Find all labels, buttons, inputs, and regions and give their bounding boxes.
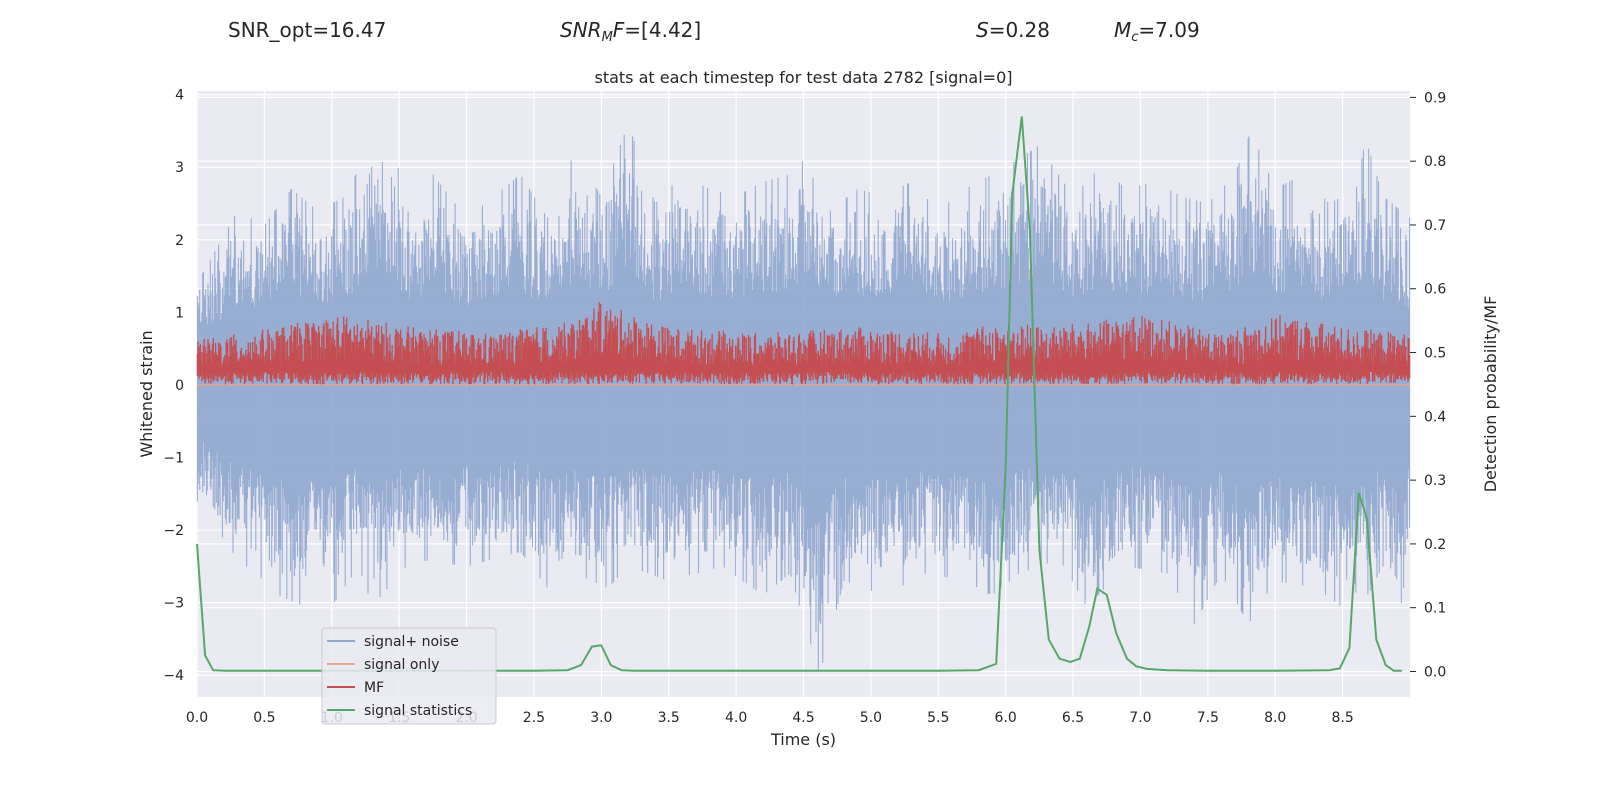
x-tick-label: 7.5 (1197, 710, 1219, 726)
legend-label: signal+ noise (364, 634, 459, 650)
series-layer (196, 116, 1411, 672)
y2-tick-label: 0.8 (1424, 154, 1446, 170)
x-tick-label: 0.5 (253, 710, 275, 726)
x-axis-label: Time (s) (770, 730, 836, 749)
y2-tick-label: 0.1 (1424, 601, 1446, 617)
mc-symbol: M (1114, 18, 1132, 42)
s-label: S=0.28 (976, 18, 1050, 42)
y2-tick-label: 0.4 (1424, 409, 1446, 425)
y2-tick-label: 0.2 (1424, 537, 1446, 553)
y-tick-label: 0 (175, 378, 184, 394)
snr-mf-symbol: SNR (560, 18, 602, 42)
snr-mf-subscript: M (601, 30, 613, 45)
legend-box (321, 627, 497, 725)
x-tick-label: 5.5 (927, 710, 949, 726)
snr-mf-label: SNRMF=[4.42] (560, 18, 701, 45)
x-tick-label: 6.0 (995, 710, 1017, 726)
series-mf (196, 301, 1411, 385)
x-tick-label: 3.0 (590, 710, 612, 726)
mc-subscript: c (1131, 30, 1139, 45)
y2-tick-label: 0.9 (1424, 90, 1446, 106)
y2-tick-label: 0.7 (1424, 218, 1446, 234)
y2-axis-label: Detection probability/MF (1481, 296, 1500, 493)
mc-value: =7.09 (1138, 18, 1200, 42)
snr-mf-value: =[4.42] (624, 18, 702, 42)
y-tick-label: −1 (163, 451, 184, 467)
x-tick-label: 5.0 (860, 710, 882, 726)
x-tick-label: 6.5 (1062, 710, 1084, 726)
y2-tick-label: 0.0 (1424, 664, 1446, 680)
y-tick-label: −3 (163, 596, 184, 612)
y-tick-label: 4 (175, 88, 184, 104)
y2-tick-label: 0.6 (1424, 282, 1446, 298)
x-tick-label: 0.0 (186, 710, 208, 726)
legend-label: MF (364, 680, 384, 696)
series-signal-statistics (196, 116, 1402, 672)
legend-label: signal only (364, 657, 439, 673)
legend: signal+ noise signal only MF signal statist… (321, 627, 497, 725)
s-value: =0.28 (988, 18, 1050, 42)
y-axis-label: Whitened strain (137, 330, 156, 457)
x-tick-label: 4.5 (792, 710, 814, 726)
mc-label: Mc=7.09 (1114, 18, 1200, 45)
x-tick-label: 4.0 (725, 710, 747, 726)
y-tick-label: −2 (163, 523, 184, 539)
chart-title: stats at each timestep for test data 278… (594, 68, 1012, 87)
y2-tick-label: 0.3 (1424, 473, 1446, 489)
y-tick-label: 1 (175, 305, 184, 321)
x-tick-label: 8.0 (1264, 710, 1286, 726)
s-symbol: S (976, 18, 989, 42)
x-tick-label: 7.0 (1129, 710, 1151, 726)
y-tick-label: 3 (175, 160, 184, 176)
x-tick-label: 2.5 (523, 710, 545, 726)
y2-tick-label: 0.5 (1424, 346, 1446, 362)
snr-opt-label: SNR_opt=16.47 (228, 18, 387, 42)
x-tick-label: 3.5 (658, 710, 680, 726)
legend-label: signal statistics (364, 703, 472, 719)
snr-mf-tail: F (612, 18, 625, 42)
x-tick-label: 8.5 (1331, 710, 1353, 726)
y-tick-label: −4 (163, 668, 184, 684)
y-tick-label: 2 (175, 233, 184, 249)
